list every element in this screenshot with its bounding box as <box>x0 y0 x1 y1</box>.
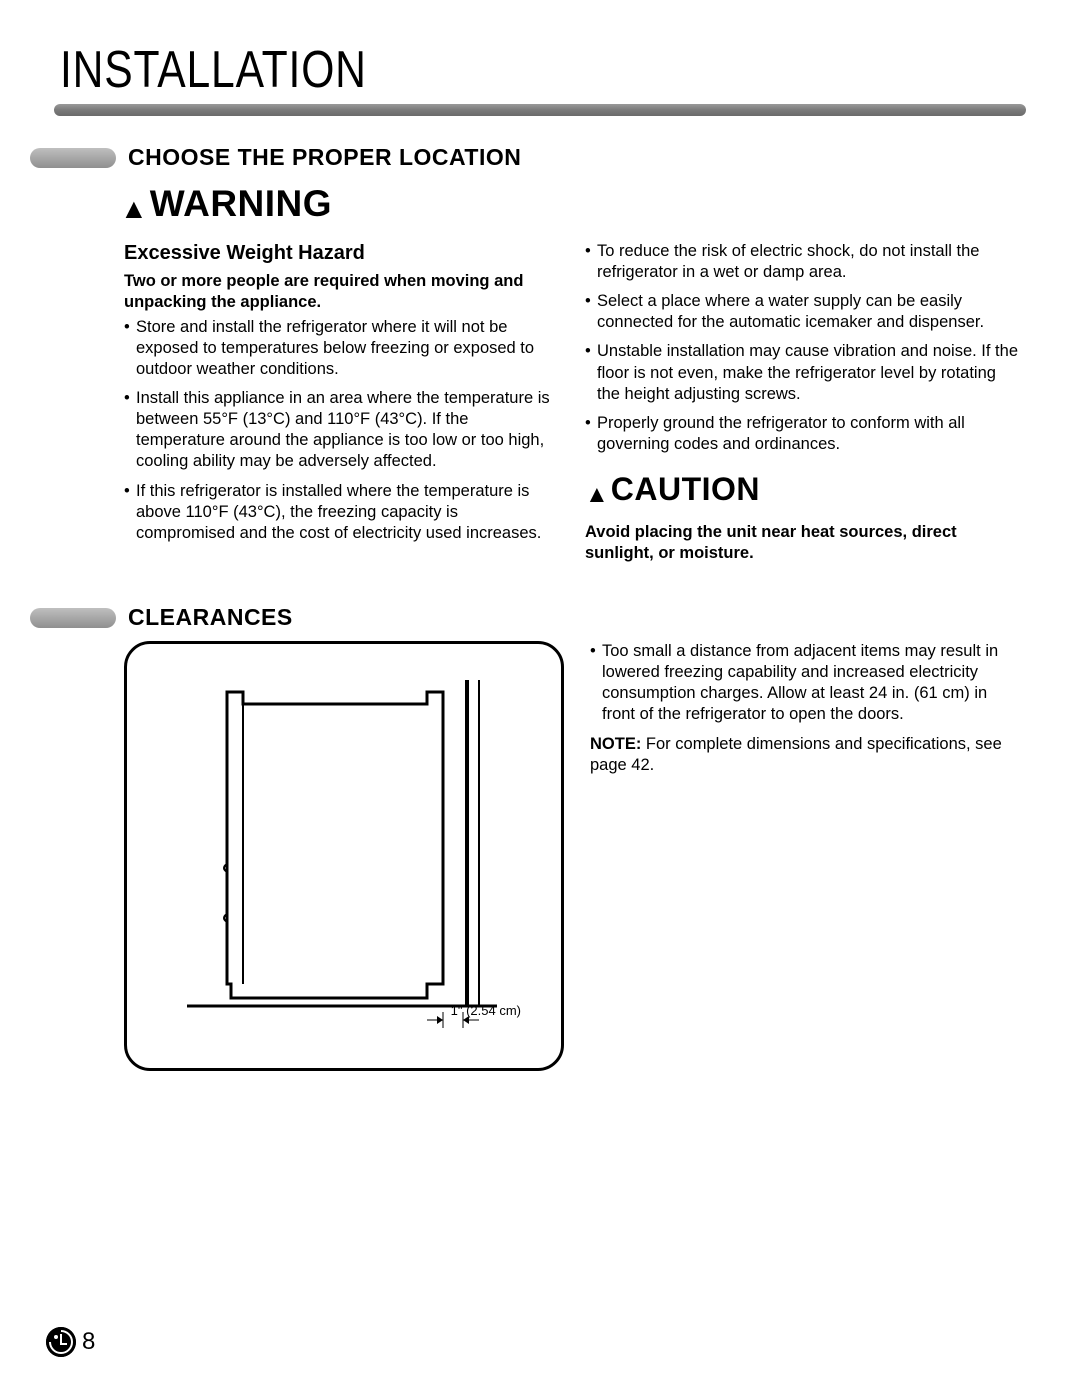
page-number: 8 <box>82 1328 95 1356</box>
page-title: INSTALLATION <box>60 40 847 100</box>
warning-subheading: Excessive Weight Hazard <box>124 241 559 267</box>
note-line: NOTE: For complete dimensions and specif… <box>590 734 1020 776</box>
list-item: Properly ground the refrigerator to conf… <box>585 413 1020 455</box>
lg-logo-icon <box>46 1327 76 1357</box>
warning-left-list: Store and install the refrigerator where… <box>124 317 559 544</box>
warning-bold-intro: Two or more people are required when mov… <box>124 271 559 313</box>
warning-right-list: To reduce the risk of electric shock, do… <box>585 241 1020 455</box>
section-clearances: CLEARANCES <box>60 604 1020 1071</box>
note-prefix: NOTE: <box>590 735 641 753</box>
caution-triangle-icon: ▲ <box>585 483 609 507</box>
list-item: To reduce the risk of electric shock, do… <box>585 241 1020 283</box>
caution-label: CAUTION <box>611 469 760 510</box>
title-divider <box>54 104 1026 116</box>
caution-bold-text: Avoid placing the unit near heat sources… <box>585 522 1020 564</box>
list-item: Select a place where a water supply can … <box>585 291 1020 333</box>
heading-pill-icon <box>30 608 116 628</box>
list-item: If this refrigerator is installed where … <box>124 481 559 544</box>
warning-columns: Excessive Weight Hazard Two or more peop… <box>124 241 1020 568</box>
list-item: Install this appliance in an area where … <box>124 388 559 472</box>
note-text: For complete dimensions and specificatio… <box>590 735 1002 774</box>
page-footer: 8 <box>46 1327 95 1357</box>
warning-col-right: To reduce the risk of electric shock, do… <box>585 241 1020 568</box>
list-item: Too small a distance from adjacent items… <box>590 641 1020 725</box>
list-item: Store and install the refrigerator where… <box>124 317 559 380</box>
clearance-row: 1" (2.54 cm) Too small a distance from a… <box>124 641 1020 1071</box>
dimension-label: 1" (2.54 cm) <box>451 1003 521 1018</box>
clearance-diagram: 1" (2.54 cm) <box>124 641 564 1071</box>
section-title: CHOOSE THE PROPER LOCATION <box>128 144 521 171</box>
warning-triangle-icon: ▲ <box>120 195 148 223</box>
caution-heading: ▲ CAUTION <box>585 469 1020 510</box>
section-heading-clearances: CLEARANCES <box>30 604 1020 631</box>
warning-col-left: Excessive Weight Hazard Two or more peop… <box>124 241 559 568</box>
clearance-text: Too small a distance from adjacent items… <box>590 641 1020 1071</box>
page: INSTALLATION CHOOSE THE PROPER LOCATION … <box>0 0 1080 1071</box>
section-title: CLEARANCES <box>128 604 293 631</box>
list-item: Unstable installation may cause vibratio… <box>585 341 1020 404</box>
heading-pill-icon <box>30 148 116 168</box>
clearance-list: Too small a distance from adjacent items… <box>590 641 1020 725</box>
warning-label: WARNING <box>150 183 332 225</box>
section-heading-location: CHOOSE THE PROPER LOCATION <box>30 144 1020 171</box>
warning-heading: ▲ WARNING <box>120 183 1020 225</box>
